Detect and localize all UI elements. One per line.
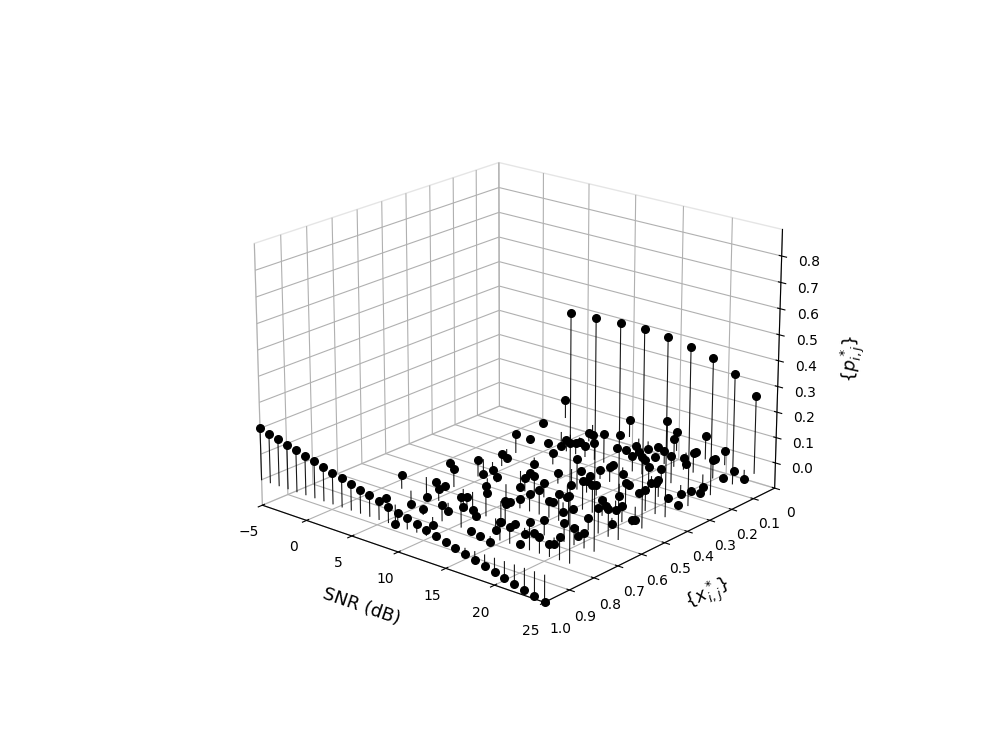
X-axis label: SNR (dB): SNR (dB) (321, 585, 403, 629)
Y-axis label: $\{x^*_{i,j}\}$: $\{x^*_{i,j}\}$ (680, 571, 735, 618)
